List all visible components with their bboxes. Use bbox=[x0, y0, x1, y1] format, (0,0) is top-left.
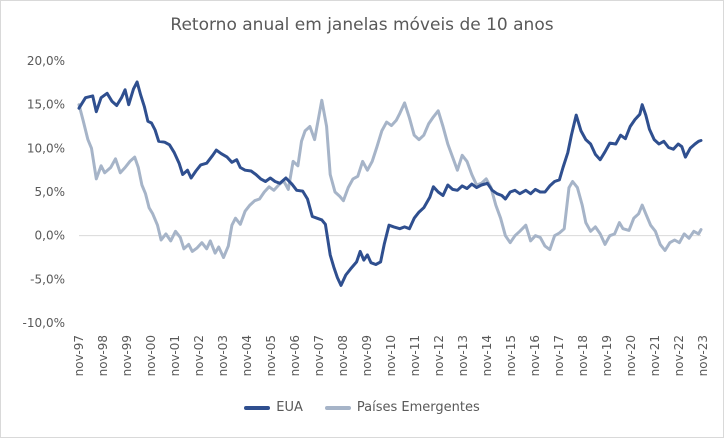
x-tick-label: nov-23 bbox=[696, 335, 710, 376]
x-tick-label: nov-11 bbox=[408, 335, 422, 376]
series-line-eua bbox=[77, 80, 703, 287]
x-tick-label: nov-05 bbox=[264, 335, 278, 376]
x-tick-label: nov-18 bbox=[576, 335, 590, 376]
x-tick-label: nov-20 bbox=[624, 335, 638, 376]
x-tick-label: nov-15 bbox=[504, 335, 518, 376]
legend-swatch-paises-emergentes bbox=[324, 405, 351, 410]
x-tick-label: nov-08 bbox=[336, 335, 350, 376]
x-tick-label: nov-99 bbox=[120, 335, 134, 376]
y-tick-label: 20,0% bbox=[27, 54, 65, 68]
x-tick-label: nov-00 bbox=[144, 335, 158, 376]
y-tick-label: 0,0% bbox=[35, 229, 66, 243]
x-tick-label: nov-98 bbox=[96, 335, 110, 376]
y-tick-label: -10,0% bbox=[23, 316, 65, 330]
x-tick-label: nov-04 bbox=[240, 335, 254, 376]
y-tick-label: 15,0% bbox=[27, 98, 65, 112]
x-tick-label: nov-01 bbox=[168, 335, 182, 376]
chart-title: Retorno anual em janelas móveis de 10 an… bbox=[170, 15, 554, 35]
x-tick-label: nov-22 bbox=[672, 335, 686, 376]
x-tick-label: nov-97 bbox=[72, 335, 86, 376]
legend-label-paises-emergentes: Países Emergentes bbox=[356, 400, 480, 415]
chart-legend: EUA Países Emergentes bbox=[1, 400, 723, 415]
x-tick-label: nov-16 bbox=[528, 335, 542, 376]
y-tick-label: 5,0% bbox=[35, 185, 66, 199]
legend-label-eua: EUA bbox=[276, 400, 303, 415]
x-tick-label: nov-09 bbox=[360, 335, 374, 376]
x-tick-label: nov-10 bbox=[384, 335, 398, 376]
x-tick-label: nov-12 bbox=[432, 335, 446, 376]
y-tick-label: 10,0% bbox=[27, 141, 65, 155]
x-tick-label: nov-07 bbox=[312, 335, 326, 376]
series-line-paises-emergentes bbox=[77, 98, 703, 259]
x-tick-label: nov-14 bbox=[480, 335, 494, 376]
x-tick-label: nov-17 bbox=[552, 335, 566, 376]
x-tick-label: nov-21 bbox=[648, 335, 662, 376]
y-tick-label: -5,0% bbox=[30, 272, 65, 286]
x-tick-label: nov-06 bbox=[288, 335, 302, 376]
legend-item-paises-emergentes: Países Emergentes bbox=[324, 400, 480, 415]
x-tick-label: nov-02 bbox=[192, 335, 206, 376]
x-tick-label: nov-13 bbox=[456, 335, 470, 376]
x-tick-label: nov-19 bbox=[600, 335, 614, 376]
x-tick-label: nov-03 bbox=[216, 335, 230, 376]
legend-item-eua: EUA bbox=[244, 400, 303, 415]
legend-swatch-eua bbox=[244, 405, 271, 410]
